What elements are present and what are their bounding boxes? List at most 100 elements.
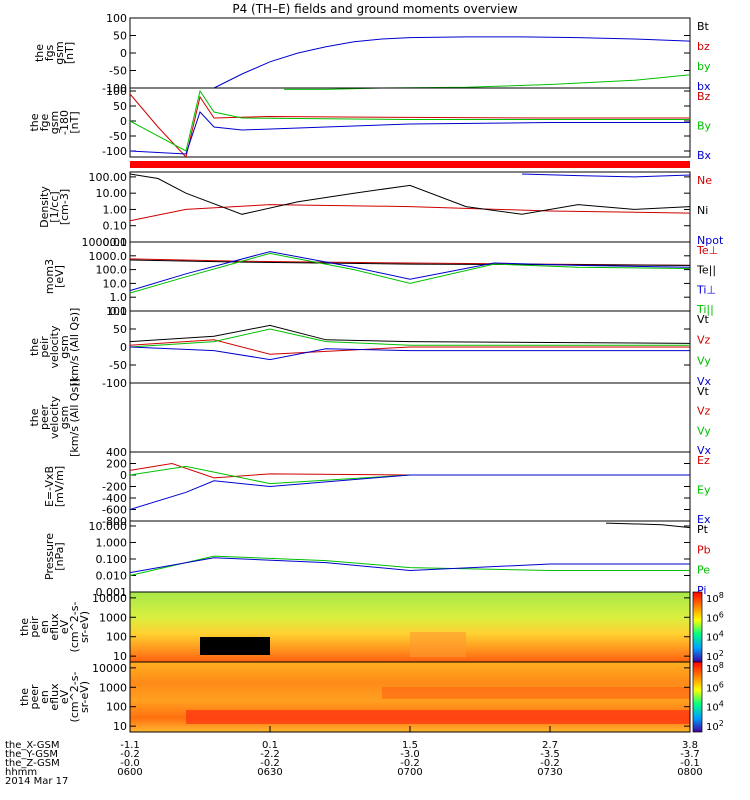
x-tick-label: -0.2: [540, 758, 560, 769]
quality-flag-bar: [130, 161, 690, 168]
y-tick-label: 1.0: [110, 291, 128, 304]
legend-entry: Pe: [697, 564, 710, 577]
panel-fge: 100 50 0 -50 -100 thefgegsm-180[nT] Bz By Bx: [28, 85, 712, 162]
y-tick-label: -600: [102, 504, 127, 517]
x-tick-label: -0.0: [120, 758, 140, 769]
legend-entry: Bt: [697, 20, 710, 33]
x-tick-label: -3.5: [540, 749, 560, 760]
x-row-label: hhmm: [5, 767, 37, 778]
x-tick-label: 3.8: [682, 740, 698, 751]
y-tick-label: 1000: [99, 611, 127, 624]
colorbar-tick-label: 106: [706, 680, 724, 694]
plot-title: P4 (TH–E) fields and ground moments over…: [232, 2, 518, 16]
panel-pressure: 10.000 1.000 0.100 0.010 0.001 Pressure[nPa] P…: [43, 520, 711, 599]
legend-entry: By: [697, 120, 712, 133]
y-tick-label: -200: [102, 481, 127, 494]
y-axis-label: thepeerenefluxeV(cm^2-s-sr-eV): [18, 672, 91, 723]
legend-entry: Ez: [697, 454, 710, 467]
y-axis-label: thefgegsm-180[nT]: [28, 110, 81, 135]
y-tick-label: -100: [102, 145, 127, 158]
y-tick-label: 200: [106, 458, 127, 471]
x-tick-label: -3.0: [400, 749, 420, 760]
y-axis-label: mom3[eV]: [43, 259, 66, 294]
y-axis-label: thepeirvelocitygsm[km/s (All Qs)]: [28, 308, 81, 387]
series-line-Bx: [129, 111, 690, 155]
panel-peer_velocity: thepeervelocitygsm[km/s (All Qs)] Vt Vz Vy V…: [28, 378, 712, 457]
legend-entry: Vx: [697, 375, 712, 388]
panel-peir_velocity: 100 50 0 -50 -100 thepeirvelocitygsm[km/s (Al…: [28, 305, 712, 390]
legend-entry: Pt: [697, 523, 709, 536]
y-axis-label: thepeirenefluxeV(cm^2-s-sr-eV): [18, 602, 91, 653]
series-line-Ti⊥: [129, 251, 691, 292]
legend-entry: Ex: [697, 513, 711, 526]
panel-frame: [129, 451, 691, 522]
y-tick-label: 100.0: [96, 264, 128, 277]
panel-density: 100.00 10.00 1.00 0.10 0.01 Density[1/cc][cm-…: [38, 171, 724, 249]
y-tick-label: 100: [106, 305, 127, 318]
y-tick-label: 0.1: [110, 305, 128, 318]
colorbar-tick-label: 108: [706, 591, 724, 605]
series-line-Pe: [129, 555, 690, 576]
x-tick-label: -0.2: [120, 749, 140, 760]
y-axis-label: E=-VxB[mV/m]: [43, 466, 66, 507]
x-tick-label: -1.1: [120, 740, 140, 751]
y-tick-label: 400: [106, 446, 127, 459]
x-tick-label: 0630: [257, 767, 282, 778]
series-line-Bz: [129, 93, 690, 159]
legend-entry: Bz: [697, 90, 711, 103]
x-row-label: the_Y-GSM: [5, 749, 58, 760]
y-tick-label: 1000.0: [89, 250, 128, 263]
y-tick-label: 0.10: [103, 220, 128, 233]
series-line-bx: [213, 36, 691, 89]
panel-fgs: 100 50 0 -50 -100 thefgsgsm[nT] Bt bz by bx: [33, 12, 711, 95]
series-line-Npot: [521, 173, 691, 178]
legend-entry: Ti⊥: [696, 283, 716, 296]
y-tick-label: 10.0: [103, 277, 128, 290]
x-tick-label: -0.2: [260, 758, 280, 769]
y-tick-label: 50: [113, 30, 127, 43]
y-tick-label: 100: [106, 85, 127, 98]
panel-frame: [129, 17, 691, 89]
series-line-Vy: [129, 328, 690, 348]
legend-entry: Vx: [697, 444, 712, 457]
colorbar-tick-label: 102: [706, 649, 724, 663]
heatmap-gap-region: [200, 637, 270, 655]
panel-peir_en_eflux: 108 106 104 102 10000 1000 100 10 thepeireneflux…: [18, 591, 724, 663]
series-line-Ex: [129, 474, 690, 510]
y-axis-label: Pressure[nPa]: [43, 533, 66, 580]
colorbar-tick-label: 108: [706, 661, 724, 675]
x-tick-label: 0.1: [262, 740, 278, 751]
heatmap-feature: [382, 687, 690, 699]
y-tick-label: 10000.0: [82, 236, 128, 249]
legend-entry: by: [697, 60, 711, 73]
y-tick-label: 0.001: [96, 586, 128, 599]
legend-entry: bz: [697, 40, 710, 53]
y-tick-label: 0.010: [96, 569, 128, 582]
series-line-By: [129, 89, 690, 152]
y-tick-label: 10.000: [89, 520, 128, 533]
y-tick-label: 1000: [99, 681, 127, 694]
x-tick-label: -3.7: [680, 749, 700, 760]
x-row-label: the_X-GSM: [5, 740, 59, 751]
legend-entry: Npot: [697, 234, 724, 247]
panel-peer_en_eflux: 108 106 104 102 10000 1000 100 10 thepeereneflux…: [18, 661, 724, 733]
y-tick-label: 0: [120, 341, 127, 354]
legend-entry: Vt: [697, 385, 710, 398]
heatmap-feature: [186, 710, 690, 724]
y-tick-label: 0: [120, 47, 127, 60]
legend-entry: Vy: [697, 424, 711, 437]
legend-entry: Vt: [697, 313, 710, 326]
y-tick-label: -800: [102, 515, 127, 528]
x-tick-label: 0730: [537, 767, 562, 778]
series-line-Vz: [129, 339, 690, 355]
y-tick-label: -400: [102, 492, 127, 505]
y-tick-label: 10: [113, 720, 127, 733]
y-tick-label: 10: [113, 650, 127, 663]
legend-entry: Bx: [697, 149, 712, 162]
y-tick-label: 100.00: [89, 171, 128, 184]
y-tick-label: 100: [106, 12, 127, 25]
y-tick-label: -50: [109, 130, 127, 143]
series-line-Pt: [605, 522, 691, 529]
